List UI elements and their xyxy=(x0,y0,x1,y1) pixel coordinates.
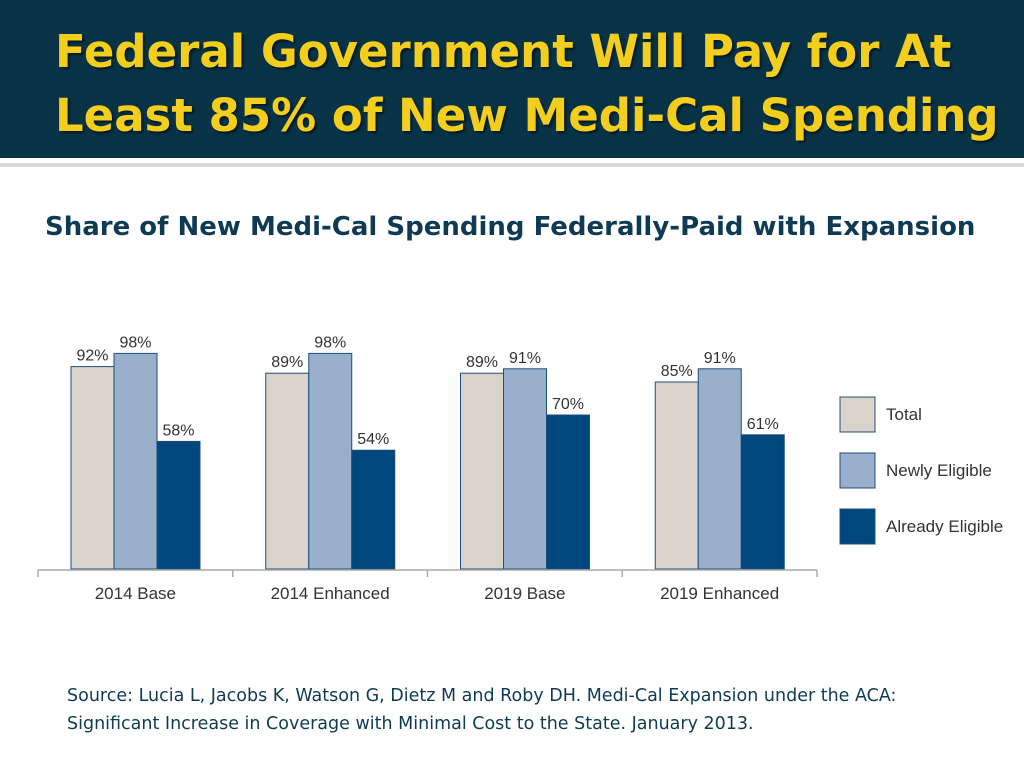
source-line-2: Significant Increase in Coverage with Mi… xyxy=(67,714,754,734)
bar-already-eligible-2019-enhanced xyxy=(740,434,785,570)
x-tick-label-2019-enhanced: 2019 Enhanced xyxy=(660,584,779,603)
title-divider xyxy=(0,163,1024,167)
bar-already-eligible-2019-base xyxy=(546,414,590,570)
bar-newly-eligible-2019-base xyxy=(503,368,547,570)
data-label-newly-eligible-2019-enhanced: 91% xyxy=(704,350,736,367)
data-label-newly-eligible-2014-enhanced: 98% xyxy=(314,334,346,351)
bar-chart: 92% 98% 58% 2014 Base 89% 98% 54% 2014 Enhanced… xyxy=(37,334,1003,603)
title-bar xyxy=(0,0,1024,158)
data-label-already-eligible-2019-base: 70% xyxy=(552,396,584,413)
data-label-total-2019-base: 89% xyxy=(466,354,498,371)
data-label-already-eligible-2014-enhanced: 54% xyxy=(357,431,389,448)
legend-label-total: Total xyxy=(886,405,922,424)
bar-newly-eligible-2019-enhanced xyxy=(697,368,742,570)
x-tick-label-2014-enhanced: 2014 Enhanced xyxy=(271,584,390,603)
x-tick-label-2019-base: 2019 Base xyxy=(484,584,565,603)
bar-already-eligible-2014-enhanced xyxy=(351,449,396,570)
slide-title-line-2: Least 85% of New Medi-Cal Spending xyxy=(55,89,999,142)
data-label-newly-eligible-2014-base: 98% xyxy=(119,334,151,351)
bar-newly-eligible-2014-enhanced xyxy=(308,352,353,570)
bar-total-2014-base xyxy=(70,366,115,570)
data-label-total-2014-enhanced: 89% xyxy=(271,354,303,371)
bar-total-2019-enhanced xyxy=(654,381,699,570)
bar-newly-eligible-2014-base xyxy=(113,352,158,570)
legend-swatch-already-eligible xyxy=(839,508,876,545)
legend-swatch-newly-eligible xyxy=(839,452,876,489)
source-citation: Source: Lucia L, Jacobs K, Watson G, Die… xyxy=(67,682,987,738)
source-line-1: Source: Lucia L, Jacobs K, Watson G, Die… xyxy=(67,686,897,706)
data-label-already-eligible-2014-base: 58% xyxy=(162,422,194,439)
slide-title: Federal Government Will Pay for At Least… xyxy=(55,20,1015,148)
bar-total-2019-base xyxy=(460,372,504,570)
legend-label-already-eligible: Already Eligible xyxy=(886,517,1003,536)
data-label-total-2014-base: 92% xyxy=(76,348,108,365)
data-label-total-2019-enhanced: 85% xyxy=(661,363,693,380)
chart-subtitle: Share of New Medi-Cal Spending Federally… xyxy=(45,212,976,242)
slide-title-line-1: Federal Government Will Pay for At xyxy=(55,25,952,78)
legend-swatch-total xyxy=(839,396,876,433)
data-label-already-eligible-2019-enhanced: 61% xyxy=(747,416,779,433)
data-label-newly-eligible-2019-base: 91% xyxy=(509,350,541,367)
x-tick-label-2014-base: 2014 Base xyxy=(95,584,176,603)
bar-total-2014-enhanced xyxy=(265,372,310,570)
legend-label-newly-eligible: Newly Eligible xyxy=(886,461,992,480)
bar-already-eligible-2014-base xyxy=(156,440,201,570)
